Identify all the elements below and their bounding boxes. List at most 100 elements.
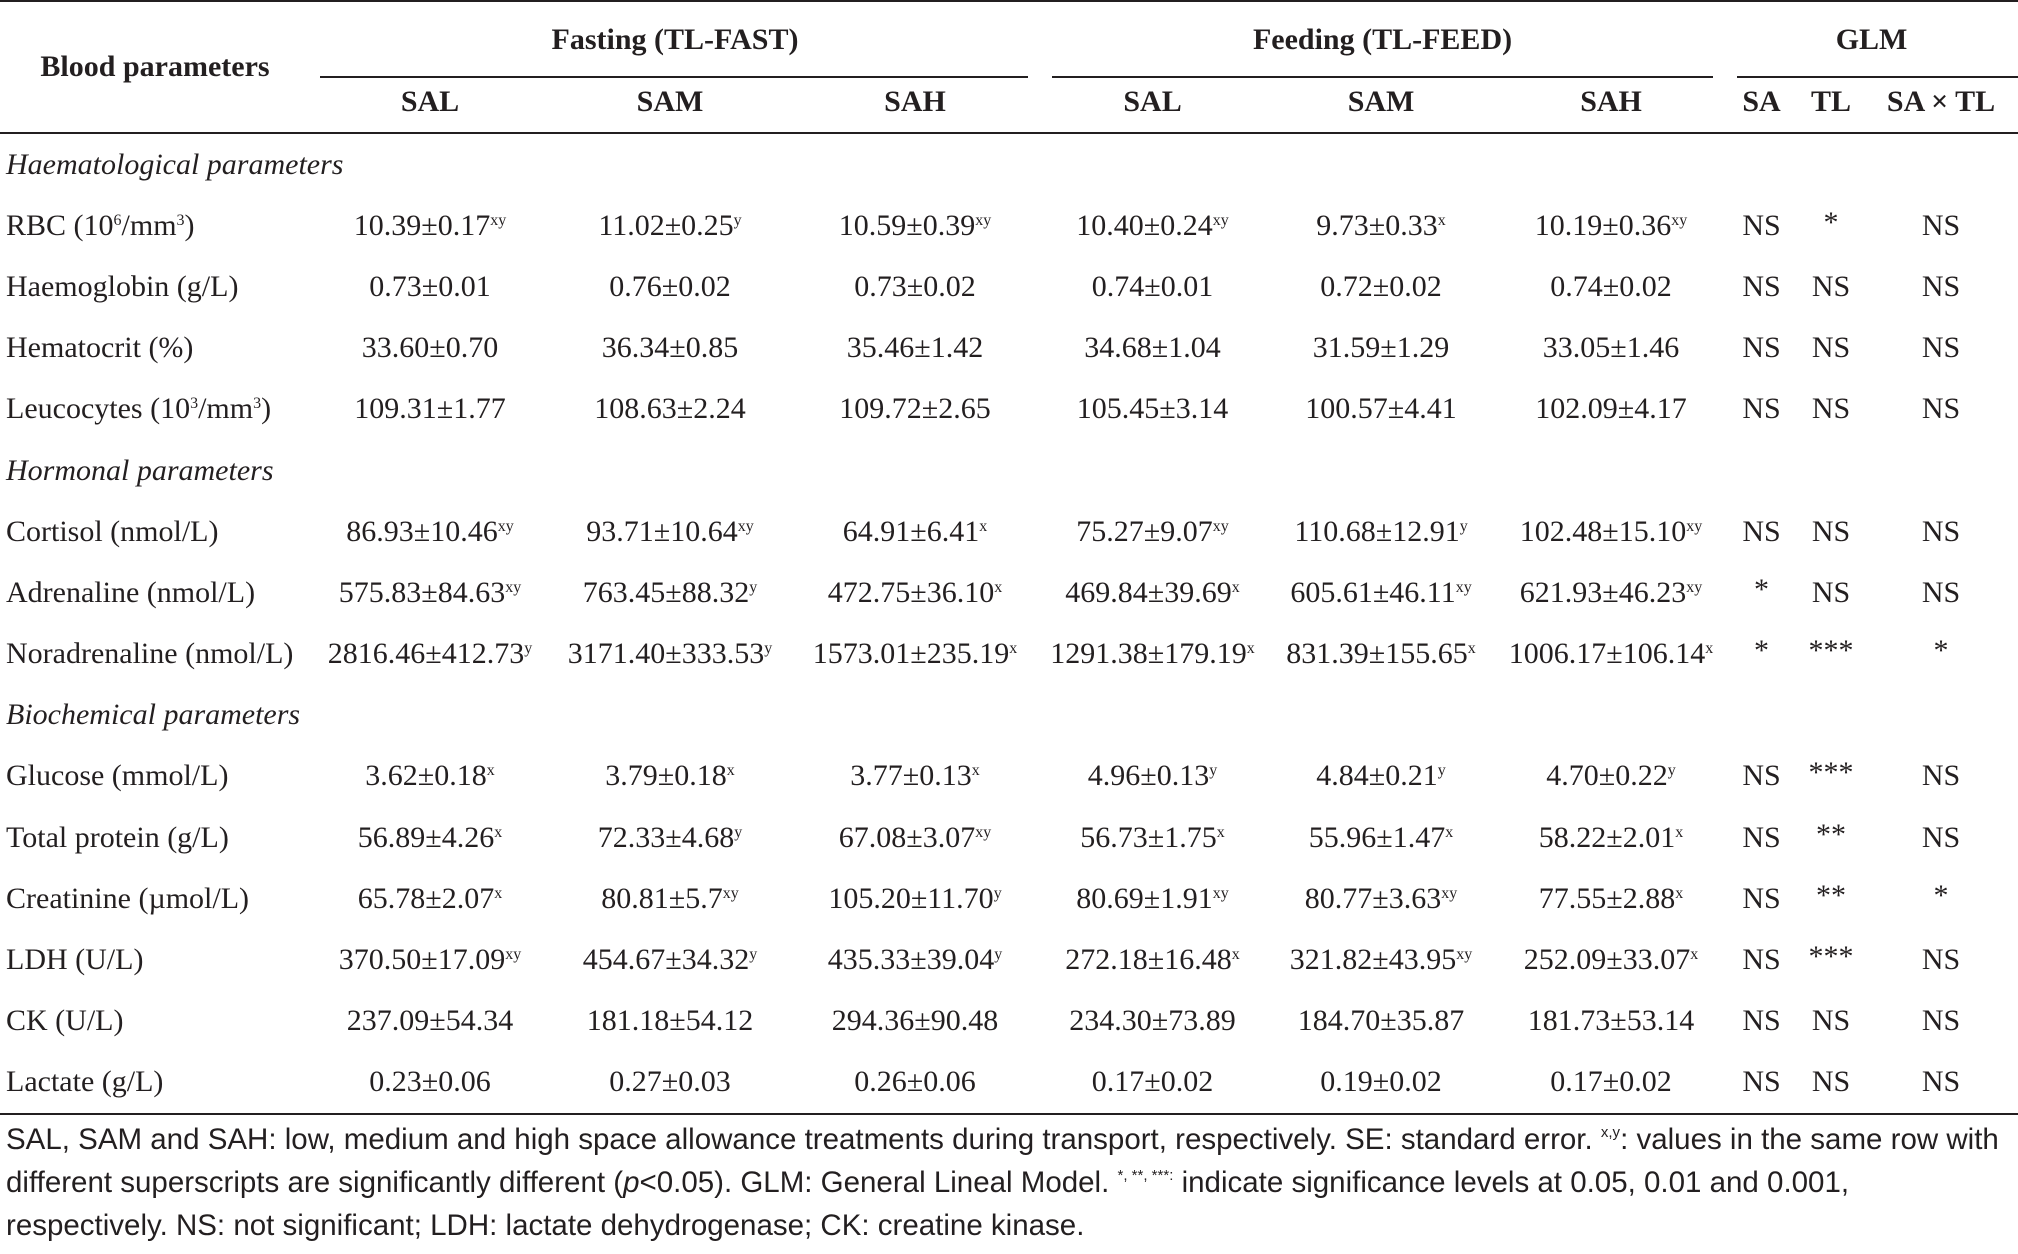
cell-feed-sam: 9.73±0.33x bbox=[1265, 195, 1497, 256]
cell-superscript: x bbox=[494, 884, 503, 902]
cell-glm-tl: NS bbox=[1798, 991, 1864, 1052]
cell-superscript: xy bbox=[1686, 517, 1703, 535]
cell-value: 80.77±3.63 bbox=[1304, 881, 1442, 915]
section-row-haematological: Haematological parameters bbox=[0, 133, 2018, 195]
cell-glm-sa: NS bbox=[1725, 1051, 1799, 1116]
glm-significance: NS bbox=[1742, 881, 1781, 915]
cell-value: 181.73±53.14 bbox=[1527, 1004, 1695, 1038]
cell-value: 1006.17±106.14 bbox=[1508, 637, 1706, 671]
row-label-exponent: 3 bbox=[253, 395, 262, 413]
cell-feed-sah: 10.19±0.36xy bbox=[1497, 195, 1725, 256]
cell-glm-tl: ** bbox=[1798, 868, 1864, 929]
row-label-exponent: 6 bbox=[113, 211, 122, 229]
footnote-text-4: indicate significance levels at 0.05, 0.… bbox=[6, 1166, 1850, 1242]
row-label-text: Hematocrit (%) bbox=[6, 331, 194, 365]
cell-feed-sah: 4.70±0.22y bbox=[1497, 746, 1725, 807]
col-fast-sam: SAM bbox=[550, 78, 790, 134]
cell-feed-sah: 252.09±33.07x bbox=[1497, 929, 1725, 990]
cell-value: 100.57±4.41 bbox=[1305, 392, 1457, 426]
cell-glm-sa-x-tl: * bbox=[1864, 868, 2018, 929]
row-label-text: RBC (10 bbox=[6, 208, 114, 242]
cell-fast-sam: 0.27±0.03 bbox=[550, 1051, 790, 1116]
cell-fast-sal: 0.73±0.01 bbox=[310, 256, 550, 317]
cell-value: 10.39±0.17 bbox=[353, 208, 491, 242]
cell-superscript: x bbox=[1445, 823, 1454, 841]
cell-superscript: y bbox=[764, 640, 773, 658]
cell-value: 102.09±4.17 bbox=[1535, 392, 1687, 426]
cell-superscript: y bbox=[1667, 762, 1676, 780]
glm-significance: NS bbox=[1921, 820, 1961, 854]
cell-value: 435.33±39.04 bbox=[827, 943, 995, 977]
cell-value: 11.02±0.25 bbox=[598, 208, 734, 242]
cell-value: 0.73±0.02 bbox=[854, 269, 976, 303]
cell-fast-sam: 72.33±4.68y bbox=[550, 807, 790, 868]
cell-superscript: x bbox=[1437, 211, 1446, 229]
cell-glm-tl: NS bbox=[1798, 318, 1864, 379]
col-glm-tl: TL bbox=[1798, 78, 1865, 134]
col-fast-sah: SAH bbox=[790, 78, 1041, 134]
cell-value: 472.75±36.10 bbox=[827, 575, 995, 609]
cell-glm-tl: *** bbox=[1798, 929, 1864, 990]
cell-fast-sal: 65.78±2.07x bbox=[310, 868, 550, 929]
cell-glm-sa: * bbox=[1725, 624, 1798, 685]
cell-value: 31.59±1.29 bbox=[1312, 331, 1450, 365]
cell-value: 454.67±34.32 bbox=[582, 943, 750, 977]
cell-superscript: xy bbox=[497, 517, 514, 535]
header-blood-parameters: Blood parameters bbox=[0, 0, 310, 134]
glm-significance: NS bbox=[1921, 1065, 1961, 1099]
row-label-text: Haemoglobin (g/L) bbox=[6, 269, 239, 303]
cell-value: 10.40±0.24 bbox=[1076, 208, 1213, 242]
glm-significance: NS bbox=[1921, 269, 1961, 303]
cell-feed-sal: 469.84±39.69x bbox=[1040, 562, 1265, 623]
cell-value: 575.83±84.63 bbox=[338, 575, 506, 609]
cell-fast-sam: 763.45±88.32y bbox=[550, 562, 790, 623]
cell-value: 35.46±1.42 bbox=[846, 331, 984, 365]
cell-value: 0.72±0.02 bbox=[1320, 269, 1442, 303]
cell-value: 3.79±0.18 bbox=[605, 759, 727, 793]
row-label: Leucocytes (103/mm3) bbox=[0, 379, 310, 440]
cell-value: 110.68±12.91 bbox=[1294, 514, 1460, 548]
row-label: Haemoglobin (g/L) bbox=[0, 256, 310, 317]
glm-significance: *** bbox=[1808, 634, 1854, 668]
cell-value: 237.09±54.34 bbox=[346, 1004, 514, 1038]
cell-superscript: y bbox=[524, 640, 533, 658]
cell-value: 93.71±10.64 bbox=[586, 514, 738, 548]
row-label-text: Total protein (g/L) bbox=[6, 820, 229, 854]
cell-value: 102.48±15.10 bbox=[1519, 514, 1687, 548]
cell-glm-sa-x-tl: NS bbox=[1864, 379, 2018, 440]
cell-superscript: x bbox=[1675, 823, 1684, 841]
cell-superscript: xy bbox=[1455, 578, 1472, 596]
cell-fast-sal: 237.09±54.34 bbox=[310, 991, 550, 1052]
footnote-sup-stars: *, **, ***: bbox=[1117, 1167, 1174, 1184]
cell-superscript: xy bbox=[1212, 211, 1229, 229]
cell-fast-sal: 10.39±0.17xy bbox=[310, 195, 550, 256]
cell-glm-sa: * bbox=[1725, 562, 1798, 623]
footnote-p-italic: p bbox=[623, 1166, 640, 1199]
cell-value: 34.68±1.04 bbox=[1084, 331, 1221, 365]
glm-significance: NS bbox=[1742, 269, 1781, 303]
cell-glm-sa-x-tl: NS bbox=[1864, 562, 2018, 623]
cell-glm-sa-x-tl: NS bbox=[1864, 318, 2018, 379]
glm-significance: * bbox=[1754, 634, 1770, 668]
cell-fast-sal: 370.50±17.09xy bbox=[310, 929, 550, 990]
row-label-unit: /mm bbox=[121, 208, 177, 242]
col-feed-sam: SAM bbox=[1265, 78, 1498, 134]
cell-value: 763.45±88.32 bbox=[582, 575, 750, 609]
cell-feed-sah: 102.48±15.10xy bbox=[1497, 501, 1725, 562]
table-footnote: SAL, SAM and SAH: low, medium and high s… bbox=[6, 1118, 2014, 1247]
cell-superscript: x bbox=[494, 823, 503, 841]
cell-value: 4.70±0.22 bbox=[1546, 759, 1668, 793]
cell-feed-sal: 34.68±1.04 bbox=[1040, 318, 1265, 379]
glm-significance: NS bbox=[1742, 514, 1781, 548]
cell-superscript: xy bbox=[1671, 211, 1688, 229]
cell-value: 272.18±16.48 bbox=[1065, 943, 1232, 977]
cell-glm-tl: NS bbox=[1798, 256, 1864, 317]
glm-significance: * bbox=[1933, 634, 1949, 668]
cell-glm-sa-x-tl: NS bbox=[1864, 1051, 2018, 1116]
cell-glm-sa-x-tl: NS bbox=[1864, 746, 2018, 807]
header-group-glm: GLM bbox=[1725, 0, 2018, 78]
cell-value: 55.96±1.47 bbox=[1308, 820, 1446, 854]
cell-feed-sal: 4.96±0.13y bbox=[1040, 746, 1265, 807]
cell-value: 33.05±1.46 bbox=[1542, 331, 1680, 365]
